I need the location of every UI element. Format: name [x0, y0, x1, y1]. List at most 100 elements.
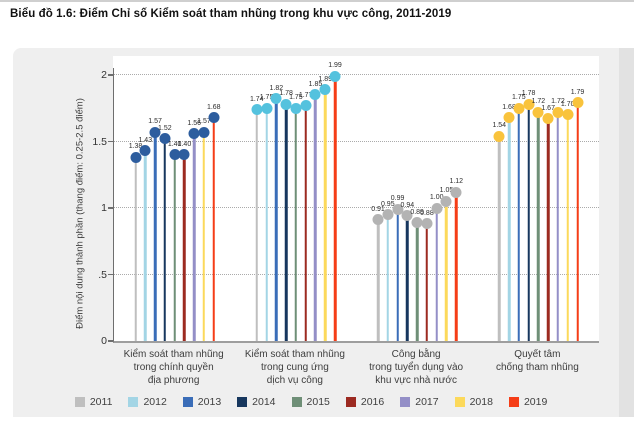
lollipop-stem	[415, 222, 419, 341]
lollipop-stem	[173, 154, 176, 341]
lollipop-dot	[159, 133, 171, 145]
lollipop: 1.00	[430, 194, 444, 341]
lollipop-dot	[493, 130, 505, 142]
legend-year-label: 2016	[360, 396, 385, 408]
value-label: 1.72	[531, 98, 546, 106]
value-label: 1.40	[177, 140, 192, 148]
lollipop-dot	[450, 186, 462, 198]
lollipop-stem	[183, 154, 186, 341]
lollipop-dot	[319, 84, 331, 96]
year-group: 1.38 1.43 1.57 1.52 1.40 1.40 1.56 1.57 1.68	[114, 68, 235, 341]
value-label: 1.75	[512, 94, 526, 102]
year-group: 1.54 1.68 1.75 1.78 1.72 1.67 1.72 1.70 1.79	[478, 68, 599, 341]
lollipop-stem	[304, 105, 307, 341]
value-label: 1.99	[328, 62, 342, 70]
value-label: 1.05	[439, 187, 454, 195]
lollipop-dot	[329, 70, 341, 82]
value-label: 1.52	[158, 124, 172, 132]
value-label: 0.91	[371, 205, 385, 213]
lollipop-dot	[208, 112, 220, 124]
value-label: 0.89	[410, 208, 424, 216]
value-label: 1.43	[138, 136, 153, 144]
lollipop-stem	[546, 118, 550, 341]
lollipop-stem	[294, 108, 298, 341]
gridline	[114, 207, 599, 208]
value-label: 1.54	[492, 122, 507, 130]
lollipop: 1.74	[250, 96, 264, 341]
lollipop: 0.89	[410, 209, 424, 341]
gridline	[114, 273, 599, 275]
value-label: 1.82	[269, 84, 284, 92]
y-tick-label: 0	[101, 335, 107, 347]
lollipop-stem	[527, 104, 530, 341]
lollipop-dot	[130, 151, 141, 163]
y-tick-label: 1.5	[92, 135, 107, 148]
plot-area: 1.38 1.43 1.57 1.52 1.40 1.40 1.56 1.57 1.68 1.74…	[113, 62, 599, 343]
lollipop-stem	[445, 201, 448, 341]
lollipop: 1.75	[260, 94, 273, 341]
lollipop: 1.52	[158, 125, 172, 341]
lollipop: 1.40	[178, 141, 191, 341]
legend-item: 2012	[128, 396, 167, 408]
value-label: 1.72	[551, 98, 565, 106]
lollipop-dot	[188, 128, 200, 140]
value-label: 1.68	[502, 103, 516, 111]
lollipop: 0.99	[391, 195, 404, 341]
value-label: 1.40	[167, 140, 182, 148]
lollipop: 0.94	[401, 202, 414, 341]
lollipop-stem	[314, 94, 317, 341]
year-group: 1.74 1.75 1.82 1.78 1.75 1.77 1.85 1.89 1.99	[235, 62, 356, 341]
lollipop: 1.89	[318, 76, 332, 341]
lollipop: 1.05	[440, 187, 453, 341]
value-label: 1.67	[541, 104, 555, 112]
lollipop-dot	[562, 109, 574, 121]
legend-year-label: 2012	[143, 396, 167, 408]
page-edge-strip	[619, 48, 634, 417]
legend-swatch	[454, 397, 465, 407]
value-label: 0.99	[390, 195, 405, 203]
lollipop: 1.57	[148, 118, 162, 341]
chart-title: Biểu đồ 1.6: Điểm Chỉ số Kiểm soát tham …	[10, 8, 452, 20]
lollipop-dot	[392, 203, 404, 215]
legend-swatch	[182, 397, 193, 407]
lollipop-dot	[523, 98, 535, 110]
legend-year-label: 2013	[197, 396, 222, 408]
lollipop-stem	[498, 136, 501, 341]
y-tick-label: 1	[101, 202, 107, 214]
legend-item: 2017	[400, 396, 439, 408]
lollipop-dot	[198, 126, 210, 138]
lollipop: 1.85	[309, 81, 322, 341]
lollipop: 1.72	[551, 98, 565, 341]
value-label: 1.79	[570, 88, 585, 96]
value-label: 1.70	[560, 100, 575, 108]
lollipop: 1.70	[561, 101, 575, 341]
lollipop: 1.68	[207, 104, 221, 341]
legend-swatch	[400, 397, 411, 407]
lollipop-dot	[532, 106, 544, 118]
lollipop-dot	[178, 149, 190, 161]
value-label: 1.57	[148, 118, 162, 126]
legend-swatch	[508, 397, 519, 407]
y-tick-mark	[108, 340, 113, 342]
lollipop-stem	[507, 117, 511, 341]
category-label: Quyết tâm chống tham nhũng	[495, 349, 579, 373]
lollipop-dot	[270, 93, 282, 105]
value-label: 1.85	[308, 80, 323, 88]
lollipop: 1.79	[571, 89, 584, 341]
lollipop-stem	[425, 223, 429, 341]
lollipop-dot	[261, 102, 273, 114]
legend-swatch	[74, 397, 85, 407]
lollipop-stem	[333, 76, 337, 341]
value-label: 1.75	[289, 94, 303, 102]
lollipop-dot	[382, 209, 394, 221]
year-group: 0.91 0.95 0.99 0.94 0.89 0.88 1.00 1.05 1.12	[357, 68, 478, 341]
y-tick-mark	[108, 74, 113, 76]
value-label: 1.38	[128, 143, 143, 151]
lollipop: 1.56	[187, 120, 201, 341]
lollipop-dot	[149, 126, 161, 138]
legend-item: 2011	[74, 396, 112, 408]
lollipop-dot	[290, 102, 302, 114]
lollipop-stem	[284, 104, 288, 341]
lollipop-stem	[163, 138, 167, 341]
value-label: 1.12	[449, 178, 464, 186]
